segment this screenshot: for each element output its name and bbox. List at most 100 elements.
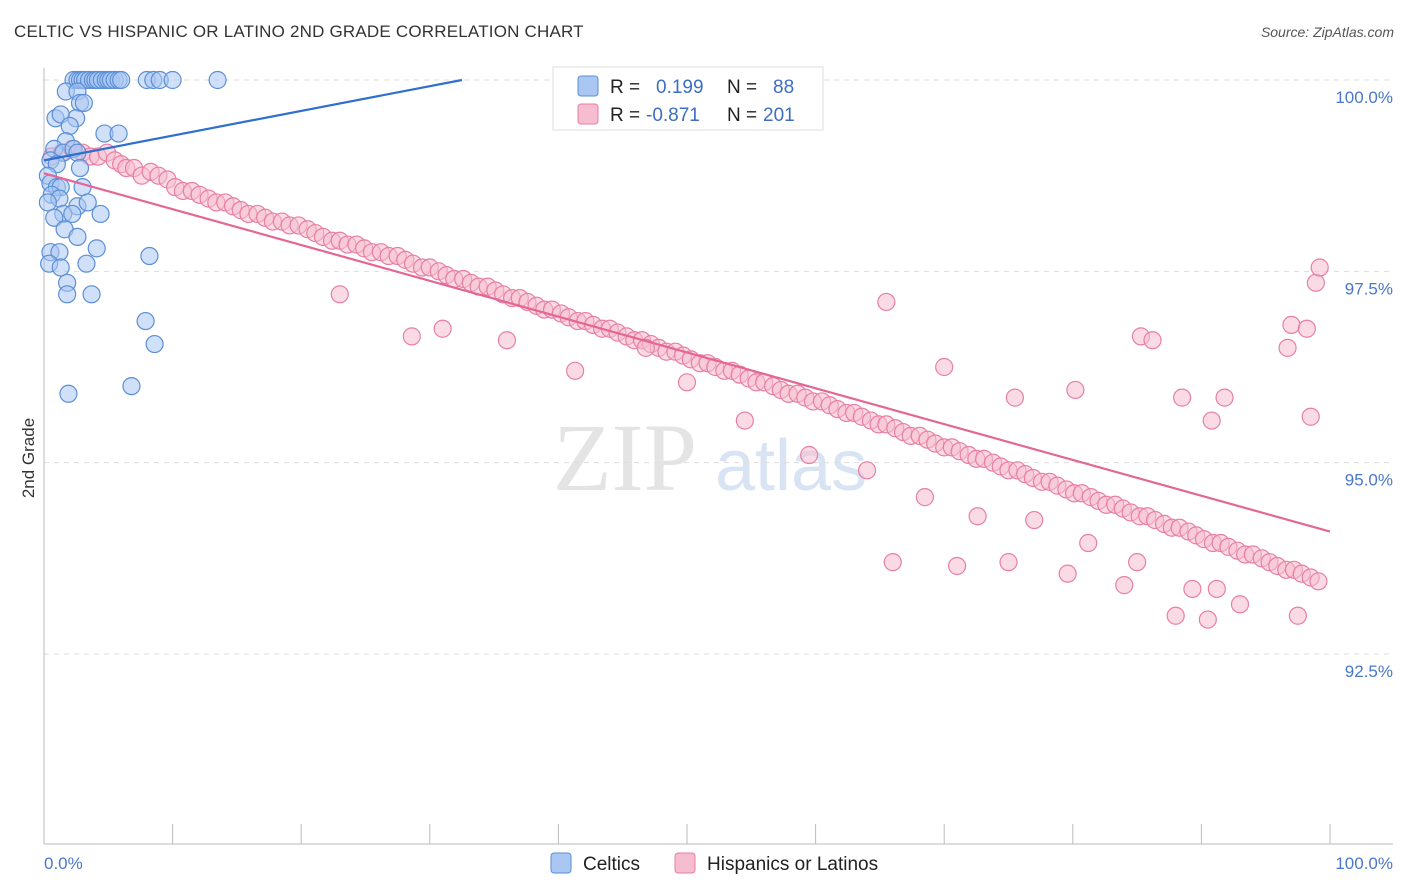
bottom-legend-hisp-label: Hispanics or Latinos <box>707 854 878 875</box>
hispanic-point <box>1127 553 1147 572</box>
hispanic-point <box>999 553 1018 572</box>
hispanic-point <box>1115 576 1134 595</box>
celtic-point <box>63 204 82 224</box>
y-tick-label: 100.0% <box>1335 88 1393 107</box>
celtic-point <box>136 311 155 331</box>
celtic-point <box>163 70 182 90</box>
hispanic-point <box>677 373 697 392</box>
bottom-legend-celtic-swatch <box>550 852 572 874</box>
bottom-legend-hisp-swatch <box>674 852 696 874</box>
hispanic-point <box>877 292 896 312</box>
hispanic-point <box>497 331 517 350</box>
celtic-point <box>59 384 78 403</box>
watermark-atlas: atlas <box>715 426 867 506</box>
celtic-point <box>87 239 106 258</box>
hispanic-points <box>42 139 1329 629</box>
celtic-point <box>145 334 164 354</box>
celtic-point <box>38 193 57 212</box>
celtic-point <box>68 227 87 246</box>
x-tick-label-left: 0.0% <box>44 854 83 873</box>
hispanic-point <box>1297 319 1316 338</box>
x-ticks <box>43 824 1331 844</box>
legend-celtic-n-value: 88 <box>773 77 794 98</box>
legend-hisp-swatch <box>577 103 599 125</box>
hispanic-point <box>800 445 819 465</box>
celtic-point <box>112 70 131 90</box>
celtic-points <box>38 70 227 403</box>
chart-source: Source: ZipAtlas.com <box>1260 24 1394 40</box>
legend-hisp-n-value: 201 <box>763 105 795 126</box>
celtic-point <box>60 116 79 136</box>
legend-celtic-swatch <box>577 75 599 97</box>
y-tick-label: 95.0% <box>1345 471 1393 490</box>
hispanic-point <box>1058 564 1077 583</box>
hispanic-point <box>1173 388 1192 407</box>
legend-celtic-n-label: N = <box>727 77 757 98</box>
celtic-point <box>51 258 70 277</box>
legend-hisp-r-label: R = <box>610 105 640 126</box>
chart-title: CELTIC VS HISPANIC OR LATINO 2ND GRADE C… <box>14 22 584 41</box>
hispanic-point <box>1183 579 1202 599</box>
celtic-point <box>208 70 227 90</box>
hispanic-point <box>1198 610 1217 629</box>
hispanic-point <box>433 319 452 338</box>
hispanic-point <box>1202 411 1221 430</box>
legend-celtic-r-label: R = <box>610 77 640 98</box>
celtic-point <box>74 93 93 113</box>
bottom-legend-celtic-label: Celtics <box>583 854 640 875</box>
hispanic-point <box>1301 407 1320 426</box>
y-tick-label: 92.5% <box>1345 662 1393 681</box>
y-tick-label: 97.5% <box>1345 279 1393 298</box>
hispanic-point <box>1310 258 1329 277</box>
hispanic-point <box>915 488 935 507</box>
hispanic-point <box>1079 533 1098 553</box>
legend-hisp-n-label: N = <box>727 105 757 126</box>
hispanic-trendline <box>43 172 1331 533</box>
hispanic-point <box>1166 606 1185 625</box>
hispanic-point <box>1309 572 1328 591</box>
hispanic-point <box>947 556 967 576</box>
hispanic-point <box>1230 595 1250 614</box>
x-tick-label-right: 100.0% <box>1335 854 1393 873</box>
hispanic-point <box>883 553 902 572</box>
hispanic-point <box>1207 579 1226 599</box>
celtic-point <box>73 178 92 197</box>
y-axis-label: 2nd Grade <box>19 418 38 498</box>
hispanic-point <box>1288 606 1307 625</box>
hispanic-point <box>735 411 754 430</box>
hispanic-point <box>1215 388 1234 407</box>
watermark-zip: ZIP <box>553 404 697 511</box>
stats-legend: R = 0.199 N = 88 R = -0.871 N = 201 <box>552 66 824 131</box>
hispanic-point <box>1278 338 1297 357</box>
celtic-point <box>91 204 110 224</box>
hispanic-point <box>1282 315 1301 335</box>
hispanic-point <box>636 338 655 357</box>
hispanic-point <box>330 285 349 304</box>
celtic-point <box>78 193 97 212</box>
hispanic-point <box>1005 388 1025 407</box>
legend-hisp-r-value: -0.871 <box>646 105 700 126</box>
celtic-point <box>45 208 64 227</box>
hispanic-point <box>566 361 585 380</box>
celtic-point <box>109 124 128 143</box>
celtic-point <box>58 285 77 304</box>
hispanic-point <box>1143 331 1162 350</box>
celtic-point <box>77 254 96 273</box>
hispanic-point <box>1306 273 1325 292</box>
hispanic-point <box>857 461 877 480</box>
hispanic-point <box>1066 380 1085 400</box>
hispanic-point <box>935 357 954 377</box>
bottom-legend: Celtics Hispanics or Latinos <box>550 852 878 875</box>
hispanic-point <box>968 507 987 526</box>
hispanic-point <box>1025 510 1044 530</box>
legend-celtic-r-value: 0.199 <box>656 77 704 98</box>
celtic-point <box>140 246 159 266</box>
y-tick-labels: 100.0% 97.5% 95.0% 92.5% <box>1335 88 1393 681</box>
celtic-trendline <box>43 78 463 162</box>
trendlines <box>43 78 1331 533</box>
hispanic-point <box>402 327 421 346</box>
celtic-point <box>70 158 90 178</box>
celtic-point <box>82 285 101 304</box>
celtic-point <box>122 377 141 396</box>
